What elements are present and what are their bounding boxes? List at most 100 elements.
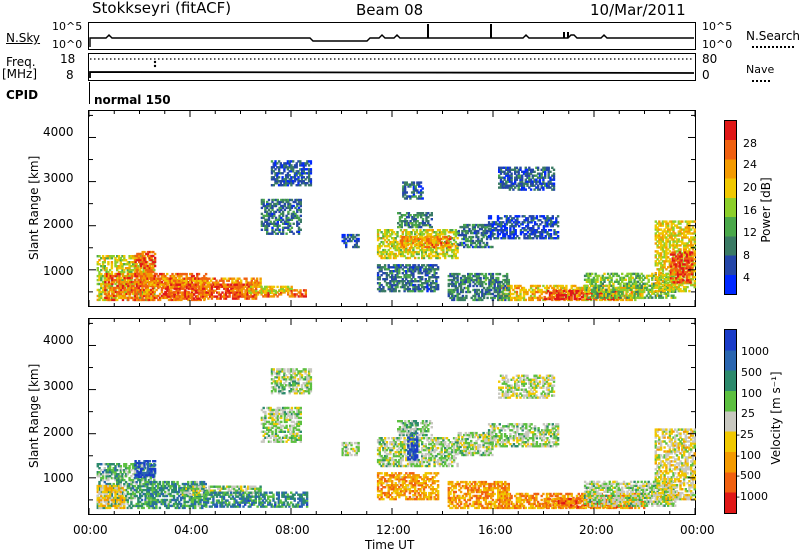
range-cell	[110, 290, 114, 294]
range-cell	[260, 228, 264, 231]
range-cell	[278, 228, 281, 231]
range-cell	[151, 265, 154, 268]
range-cell	[96, 282, 99, 286]
range-cell	[529, 188, 533, 191]
vel-cbar-tick-neg100: -100	[736, 449, 761, 462]
vel-cbar-tick-100: 100	[741, 387, 762, 400]
vel-cbar-tick-1000: 1000	[741, 345, 769, 358]
range-cell	[128, 270, 131, 274]
range-cell	[119, 270, 122, 274]
range-cell	[421, 197, 424, 200]
range-cell	[110, 255, 114, 258]
range-cell	[116, 267, 119, 270]
freq-panel	[88, 53, 696, 81]
range-cell	[101, 274, 105, 278]
range-cell	[468, 223, 471, 227]
range-cell	[108, 284, 112, 288]
range-cell	[119, 272, 122, 276]
range-cell	[100, 292, 103, 296]
range-cell	[255, 277, 259, 280]
range-cell	[564, 293, 568, 297]
range-cell	[139, 270, 143, 274]
nsky-trace	[89, 34, 694, 47]
nsky-tick-bottom: 10^0	[52, 38, 83, 51]
range-cell	[101, 298, 105, 302]
vel-cbar-tick-neg1000: -1000	[736, 490, 768, 503]
freq-tick-top: 18	[60, 52, 76, 66]
power-cbar-tick-12: 12	[743, 226, 757, 239]
range-cell	[98, 255, 101, 258]
range-cell	[485, 241, 489, 245]
range-cell	[128, 257, 131, 260]
range-cell	[108, 272, 112, 276]
range-cell	[107, 257, 110, 260]
nave-label: Nave	[746, 63, 775, 76]
range-cell	[556, 231, 560, 234]
range-cell	[121, 259, 124, 262]
range-cell	[110, 284, 114, 288]
range-cell	[130, 282, 133, 286]
range-cell	[119, 257, 122, 260]
range-cell	[105, 257, 108, 260]
range-cell	[309, 160, 313, 163]
range-cell	[412, 181, 416, 184]
range-cell	[663, 274, 666, 277]
range-cell	[101, 280, 105, 284]
range-cell	[119, 261, 122, 264]
nave-outlier	[153, 64, 157, 68]
range-cell	[119, 267, 122, 270]
range-cell	[114, 282, 117, 286]
range-cell	[146, 296, 149, 300]
range-cell	[135, 263, 138, 266]
range-cell	[647, 278, 650, 281]
range-cell	[299, 218, 302, 221]
range-cell	[130, 257, 133, 260]
range-cell	[137, 265, 140, 268]
vel-cbar-tick-neg500: -500	[736, 469, 761, 482]
range-cell	[100, 268, 103, 272]
range-cell	[128, 294, 131, 298]
range-cell	[128, 255, 131, 258]
range-cell	[114, 288, 117, 292]
range-cell	[100, 290, 103, 294]
range-cell	[107, 284, 110, 288]
range-cell	[98, 259, 101, 262]
range-cell	[457, 229, 460, 233]
range-cell	[105, 268, 108, 272]
range-cell	[624, 278, 627, 281]
range-cell	[201, 283, 205, 286]
range-cell	[98, 298, 101, 302]
range-cell	[140, 292, 144, 296]
range-cell	[591, 272, 594, 276]
nsearch-label: N.Search	[746, 29, 800, 43]
range-cell	[114, 261, 117, 264]
range-cell	[131, 265, 135, 268]
vel-cbar-tick-500: 500	[741, 366, 762, 379]
range-cell	[101, 267, 105, 270]
range-cell	[535, 215, 539, 218]
range-cell	[518, 215, 521, 218]
range-cell	[98, 276, 101, 280]
range-cell	[289, 222, 292, 225]
range-cell	[100, 276, 103, 280]
range-cell	[456, 256, 459, 260]
range-cell	[101, 257, 105, 260]
range-cell	[100, 278, 103, 282]
range-cell	[139, 296, 142, 300]
range-cell	[533, 170, 536, 173]
range-cell	[131, 282, 135, 286]
range-cell	[105, 292, 108, 296]
range-cell	[605, 284, 608, 287]
velocity-ytick-1000: 1000	[43, 471, 74, 485]
range-cell	[140, 290, 144, 294]
range-cell	[272, 285, 276, 289]
nsearch-tick-bottom: 10^0	[702, 38, 733, 51]
range-cell	[419, 181, 423, 184]
range-cell	[144, 292, 147, 296]
range-cell	[292, 160, 295, 163]
power-cbar-tick-8: 8	[743, 249, 750, 262]
xtick-5: 20:00	[579, 523, 614, 537]
range-cell	[136, 266, 139, 270]
range-cell	[510, 284, 513, 288]
